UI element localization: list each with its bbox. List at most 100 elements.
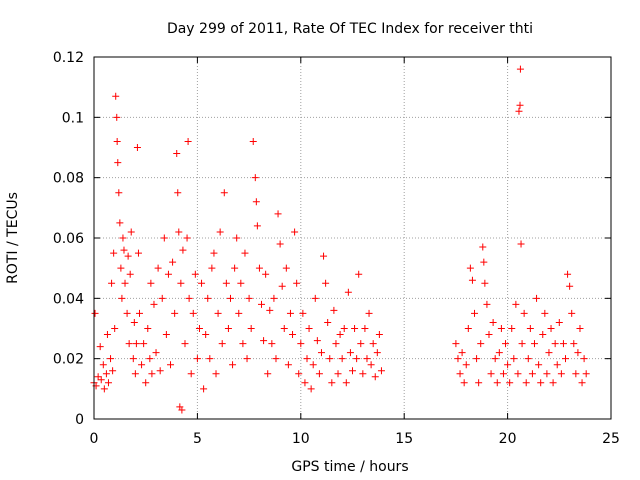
data-point xyxy=(458,349,466,357)
data-point xyxy=(140,340,148,348)
data-point xyxy=(241,249,249,257)
data-point xyxy=(493,379,501,387)
data-point xyxy=(363,355,371,363)
data-point xyxy=(324,318,332,326)
data-point xyxy=(251,174,259,182)
data-point xyxy=(131,370,139,378)
data-point xyxy=(528,370,536,378)
data-point xyxy=(183,234,191,242)
data-point xyxy=(456,370,464,378)
data-point xyxy=(549,379,557,387)
data-point xyxy=(349,367,356,375)
data-point xyxy=(200,385,208,393)
data-point xyxy=(361,325,369,332)
data-point xyxy=(187,370,195,378)
data-point xyxy=(125,340,133,348)
data-point xyxy=(377,367,385,375)
data-point xyxy=(502,340,510,348)
data-point xyxy=(499,370,507,378)
data-point xyxy=(367,361,375,369)
data-point xyxy=(495,349,503,357)
data-point xyxy=(169,258,177,266)
data-point xyxy=(297,340,305,348)
data-point xyxy=(117,264,125,272)
axis-ticks xyxy=(93,56,612,420)
data-point xyxy=(202,331,210,339)
data-point xyxy=(576,325,584,332)
grid-lines xyxy=(94,57,611,419)
data-point xyxy=(305,325,313,332)
data-point xyxy=(123,309,131,317)
data-point xyxy=(580,355,588,363)
data-point xyxy=(313,337,321,345)
data-point xyxy=(562,355,570,363)
data-point xyxy=(121,279,129,287)
data-point xyxy=(311,294,319,302)
data-point xyxy=(315,370,323,378)
data-point xyxy=(272,355,280,363)
data-point xyxy=(148,370,156,378)
data-point xyxy=(114,159,122,167)
data-point xyxy=(564,270,572,278)
data-point xyxy=(479,243,487,251)
data-point xyxy=(178,406,186,414)
data-point xyxy=(485,331,493,339)
data-point xyxy=(134,249,142,257)
data-point xyxy=(317,349,325,357)
data-point xyxy=(126,270,134,278)
data-point xyxy=(91,309,99,317)
data-point xyxy=(239,340,247,348)
data-point xyxy=(371,373,379,381)
data-point xyxy=(475,379,483,387)
data-point xyxy=(570,340,578,348)
data-point xyxy=(94,373,102,381)
y-tick-label: 0.02 xyxy=(53,352,84,368)
data-point xyxy=(191,270,199,278)
data-point xyxy=(138,361,146,369)
data-point xyxy=(116,219,124,227)
data-point xyxy=(260,337,268,345)
data-point xyxy=(262,270,270,278)
data-point xyxy=(218,340,226,348)
data-point xyxy=(175,228,183,236)
data-point xyxy=(578,379,586,387)
data-point xyxy=(326,355,334,363)
data-point xyxy=(208,264,216,272)
data-point xyxy=(468,276,476,284)
data-point xyxy=(108,279,116,287)
data-point xyxy=(566,282,574,290)
data-point xyxy=(328,379,336,387)
data-point xyxy=(130,318,138,326)
data-point xyxy=(185,294,193,302)
y-tick-label: 0 xyxy=(75,412,84,428)
data-point xyxy=(471,309,479,317)
data-point xyxy=(107,355,115,363)
data-point xyxy=(355,270,363,278)
data-point xyxy=(473,355,481,363)
data-point xyxy=(160,234,168,242)
data-point xyxy=(109,367,117,375)
data-point xyxy=(247,325,255,332)
data-point xyxy=(559,340,567,348)
data-point xyxy=(551,340,559,348)
data-point xyxy=(100,385,108,393)
data-point xyxy=(274,210,282,218)
data-point xyxy=(293,279,301,287)
data-point xyxy=(212,370,220,378)
data-point xyxy=(147,279,155,287)
data-point xyxy=(113,137,121,145)
data-point xyxy=(174,189,182,197)
data-point xyxy=(233,234,241,242)
data-point xyxy=(487,370,495,378)
data-point xyxy=(142,379,150,387)
data-point xyxy=(127,228,135,236)
data-point xyxy=(508,325,516,332)
data-point xyxy=(512,300,520,308)
data-point xyxy=(110,249,118,257)
data-point xyxy=(231,264,239,272)
data-point xyxy=(299,309,307,317)
data-point xyxy=(568,309,576,317)
data-point xyxy=(346,349,354,357)
data-point xyxy=(574,349,582,357)
data-point xyxy=(258,300,266,308)
